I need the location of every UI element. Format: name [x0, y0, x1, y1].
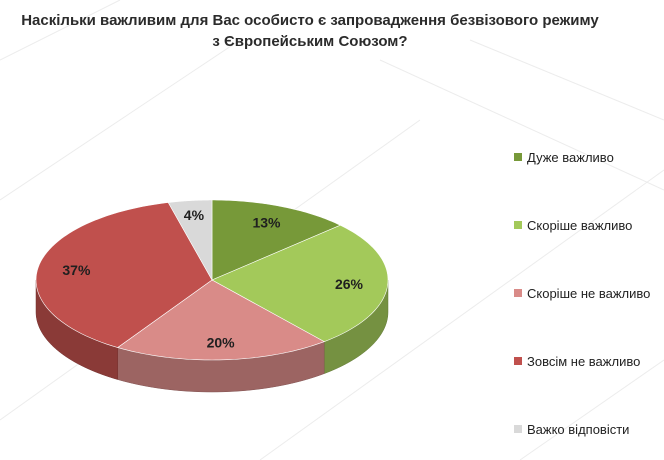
chart-title-line-2: з Європейським Союзом?: [212, 33, 408, 50]
legend-label-2: Скоріше важливо: [527, 218, 633, 233]
pie-slice-1: [211, 199, 342, 281]
pie-value-labels: 13% 26% 20% 37% 4%: [62, 207, 363, 350]
legend-label-3: Скоріше не важливо: [527, 286, 651, 301]
pie-slice-4: [35, 202, 213, 348]
pie-value-label-5: 4%: [184, 207, 205, 223]
legend-item-2: Скоріше важливо: [514, 218, 632, 234]
pie-slices: [35, 199, 389, 361]
legend-swatch-4: [514, 357, 522, 365]
pie-slice-5: [167, 199, 213, 282]
pie-slice-2: [211, 224, 389, 342]
legend-item-3: Скоріше не важливо: [514, 286, 650, 302]
legend-item-1: Дуже важливо: [514, 150, 614, 166]
legend-swatch-2: [514, 221, 522, 229]
legend-label-1: Дуже важливо: [527, 150, 614, 165]
chart-title: Наскільки важливим для Вас особисто є за…: [0, 10, 620, 52]
legend-item-4: Зовсім не важливо: [514, 354, 640, 370]
pie-value-label-4: 37%: [62, 262, 91, 278]
pie-value-label-3: 20%: [207, 334, 236, 350]
legend-swatch-5: [514, 425, 522, 433]
legend-label-4: Зовсім не важливо: [527, 354, 641, 369]
legend-swatch-3: [514, 289, 522, 297]
chart-title-line-1: Наскільки важливим для Вас особисто є за…: [21, 12, 599, 29]
legend-item-5: Важко відповісти: [514, 422, 629, 438]
legend-swatch-1: [514, 153, 522, 161]
legend-label-5: Важко відповісти: [527, 422, 630, 437]
pie-slice-3: [117, 279, 325, 361]
pie-value-label-2: 26%: [335, 276, 364, 292]
pie-value-label-1: 13%: [252, 215, 281, 231]
